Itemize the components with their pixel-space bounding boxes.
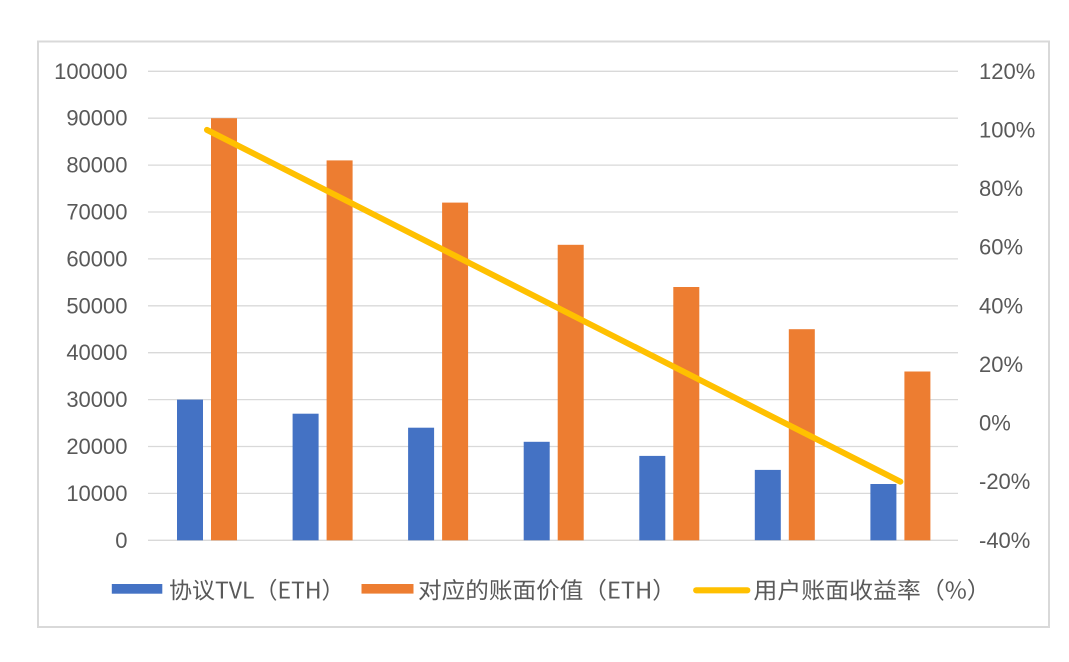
svg-text:70000: 70000	[66, 200, 127, 225]
svg-text:80%: 80%	[979, 176, 1023, 201]
svg-text:-40%: -40%	[979, 528, 1030, 553]
svg-text:60%: 60%	[979, 235, 1023, 260]
svg-text:20%: 20%	[979, 352, 1023, 377]
svg-text:40000: 40000	[66, 340, 127, 365]
svg-text:50000: 50000	[66, 293, 127, 318]
svg-text:-20%: -20%	[979, 469, 1030, 494]
svg-text:0: 0	[115, 528, 127, 553]
svg-text:60000: 60000	[66, 246, 127, 271]
svg-text:30000: 30000	[66, 387, 127, 412]
svg-text:100%: 100%	[979, 117, 1035, 142]
svg-text:40%: 40%	[979, 293, 1023, 318]
svg-text:90000: 90000	[66, 106, 127, 131]
svg-text:20000: 20000	[66, 434, 127, 459]
svg-text:120%: 120%	[979, 59, 1035, 84]
svg-text:80000: 80000	[66, 153, 127, 178]
svg-text:100000: 100000	[54, 59, 127, 84]
svg-text:10000: 10000	[66, 481, 127, 506]
svg-text:0%: 0%	[979, 411, 1011, 436]
